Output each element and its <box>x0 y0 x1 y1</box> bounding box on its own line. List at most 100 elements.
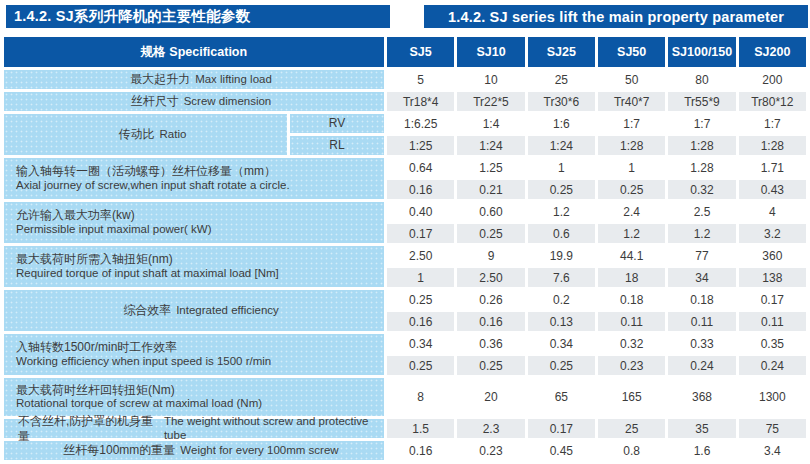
catalog-page: 1.4.2. SJ系列升降机的主要性能参数 1.4.2. SJ series l… <box>0 0 810 460</box>
data-cell: 1:24 <box>457 136 524 155</box>
spec-label-english: Rotational torque of screw at maximal lo… <box>16 397 384 411</box>
data-cell: 2.50 <box>387 246 454 265</box>
data-cell: 20 <box>457 378 524 416</box>
spec-label-chinese: 不含丝杆,防护罩的机身重量 <box>18 414 159 443</box>
column-header: SJ25 <box>528 37 595 67</box>
data-cell: 0.23 <box>598 356 665 375</box>
data-cell: 1:7 <box>668 114 735 133</box>
spec-label-english: Working efficiency when input speed is 1… <box>16 355 384 369</box>
data-cell: 0.43 <box>739 180 806 199</box>
data-cell: 1.71 <box>739 158 806 177</box>
spec-label-chinese: 最大载荷时丝杆回转扭矩(Nm) <box>16 383 384 397</box>
data-cell: 0.32 <box>598 334 665 353</box>
data-cell: 1:4 <box>457 114 524 133</box>
data-cell: 0.16 <box>387 180 454 199</box>
spec-label-english: Integrated efficiency <box>176 304 279 318</box>
data-cell: 0.18 <box>598 290 665 309</box>
spec-label-chinese: 输入轴每转一圈（活动螺母）丝杆位移量（mm） <box>16 164 384 178</box>
data-cell: 34 <box>668 268 735 287</box>
data-cell: 200 <box>739 70 806 89</box>
spec-label: 最大起升力Max lifting load <box>4 70 384 89</box>
data-cell: 18 <box>598 268 665 287</box>
data-cell: 1:6.25 <box>387 114 454 133</box>
data-cell: 1.2 <box>528 202 595 221</box>
spec-label: 综合效率 Integrated efficiency <box>4 290 384 331</box>
data-cell: 2.3 <box>457 419 524 438</box>
data-cell: 0.17 <box>739 290 806 309</box>
data-cell: Tr18*4 <box>387 92 454 111</box>
data-cell: 0.25 <box>528 180 595 199</box>
column-header: SJ10 <box>457 37 524 67</box>
data-cell: 0.11 <box>739 312 806 331</box>
data-cell: 0.33 <box>668 334 735 353</box>
data-cell: Tr30*6 <box>528 92 595 111</box>
spec-label: 不含丝杆,防护罩的机身重量The weight without screw an… <box>4 419 384 438</box>
data-cell: 0.2 <box>528 290 595 309</box>
data-cell: 1.2 <box>598 224 665 243</box>
data-cell: 0.13 <box>528 312 595 331</box>
spec-label: 丝杆尺寸 Screw dimension <box>4 92 384 111</box>
data-cell: 0.16 <box>387 312 454 331</box>
data-cell: 1.6 <box>668 441 735 460</box>
data-cell: 1.25 <box>457 158 524 177</box>
spec-label-chinese: 最大载荷时所需入轴扭矩(nm) <box>16 252 384 266</box>
spec-label-chinese: 最大起升力 <box>130 72 190 86</box>
data-cell: 3.2 <box>739 224 806 243</box>
data-cell: 0.24 <box>739 356 806 375</box>
data-cell: Tr55*9 <box>668 92 735 111</box>
data-cell: 5 <box>387 70 454 89</box>
data-cell: 0.45 <box>528 441 595 460</box>
spec-label-chinese: 允许输入最大功率(kw) <box>16 208 384 222</box>
spec-label-english: Axial journey of screw,when input shaft … <box>16 179 384 193</box>
data-cell: 1:25 <box>387 136 454 155</box>
data-cell: 1:24 <box>528 136 595 155</box>
data-cell: 75 <box>739 419 806 438</box>
spec-label-chinese: 入轴转数1500r/min时工作效率 <box>16 340 384 354</box>
data-cell: 0.64 <box>387 158 454 177</box>
section-title-chinese: 1.4.2. SJ系列升降机的主要性能参数 <box>6 5 390 28</box>
data-cell: 1:28 <box>598 136 665 155</box>
data-cell: 1300 <box>739 378 806 416</box>
data-cell: 19.9 <box>528 246 595 265</box>
data-cell: 1:6 <box>528 114 595 133</box>
spec-label: 最大载荷时丝杆回转扭矩(Nm)Rotational torque of scre… <box>4 378 384 416</box>
spec-label-chinese: 传动比 <box>119 127 155 141</box>
data-cell: 2.5 <box>668 202 735 221</box>
data-cell: 0.25 <box>387 290 454 309</box>
data-cell: 0.25 <box>387 356 454 375</box>
column-header: SJ100/150 <box>668 37 735 67</box>
data-cell: 35 <box>668 419 735 438</box>
spec-label-chinese: 丝杆尺寸 <box>131 94 179 108</box>
data-cell: Tr40*7 <box>598 92 665 111</box>
spec-label-chinese: 综合效率 <box>123 303 171 317</box>
data-cell: 0.26 <box>457 290 524 309</box>
spec-label-english: Permissible input maximal power( kW) <box>16 223 384 237</box>
data-cell: 1:7 <box>739 114 806 133</box>
data-cell: 0.25 <box>457 224 524 243</box>
spec-label: 允许输入最大功率(kw)Permissible input maximal po… <box>4 202 384 243</box>
data-cell: Tr80*12 <box>739 92 806 111</box>
data-cell: 0.34 <box>528 334 595 353</box>
data-cell: 2.4 <box>598 202 665 221</box>
spec-label-english: Screw dimension <box>184 95 272 109</box>
data-cell: 10 <box>457 70 524 89</box>
data-cell: 368 <box>668 378 735 416</box>
data-cell: 25 <box>598 419 665 438</box>
data-cell: 0.11 <box>598 312 665 331</box>
spec-label: 最大载荷时所需入轴扭矩(nm)Required torque of input … <box>4 246 384 287</box>
data-cell: 1.2 <box>668 224 735 243</box>
spec-label: 输入轴每转一圈（活动螺母）丝杆位移量（mm）Axial journey of s… <box>4 158 384 199</box>
data-cell: Tr22*5 <box>457 92 524 111</box>
data-cell: 0.35 <box>739 334 806 353</box>
data-cell: 0.17 <box>528 419 595 438</box>
ratio-sub-label: RL <box>290 136 384 155</box>
data-cell: 0.6 <box>528 224 595 243</box>
data-cell: 360 <box>739 246 806 265</box>
data-cell: 1:7 <box>598 114 665 133</box>
spec-label-chinese: 丝杆每100mm的重量 <box>63 443 175 457</box>
spec-label-english: Weight for every 100mm screw <box>180 444 338 458</box>
data-cell: 1 <box>598 158 665 177</box>
data-cell: 1 <box>387 268 454 287</box>
data-cell: 0.16 <box>457 312 524 331</box>
title-row: 1.4.2. SJ系列升降机的主要性能参数 1.4.2. SJ series l… <box>6 5 808 28</box>
